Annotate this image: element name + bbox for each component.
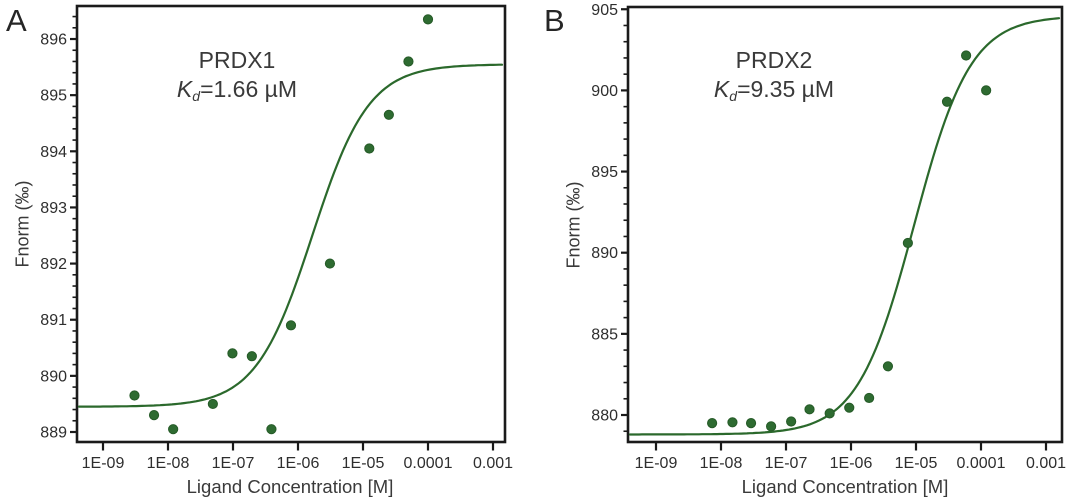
y-tick-label: 890 xyxy=(40,368,67,385)
data-point xyxy=(403,56,414,67)
panel-b-x-axis-title: Ligand Concentration [M] xyxy=(741,476,949,497)
data-point xyxy=(961,50,972,61)
y-tick-label: 889 xyxy=(40,425,67,442)
panel-a-x-axis-title: Ligand Concentration [M] xyxy=(186,476,394,497)
fit-curve xyxy=(77,63,504,408)
plot-box xyxy=(626,5,1064,444)
data-point xyxy=(364,143,375,154)
data-point xyxy=(766,421,777,432)
data-point xyxy=(864,392,875,404)
x-tick-label: 1E-07 xyxy=(765,455,808,472)
y-tick-label: 894 xyxy=(40,144,67,161)
x-tick-label: 1E-09 xyxy=(635,455,678,472)
y-tick-label: 905 xyxy=(591,2,618,19)
data-point xyxy=(707,418,718,429)
data-point xyxy=(168,424,179,435)
x-tick-label: 0.0001 xyxy=(404,455,453,472)
panel-a-annotation: PRDX1 Kd=1.66 µM xyxy=(177,47,297,108)
y-tick-label: 885 xyxy=(591,326,618,343)
x-tick-label: 1E-08 xyxy=(700,455,743,472)
panel-A-plot: 889 890 891 892 893 894 895 896 1E-09 1E-08 1E-07 1… xyxy=(40,4,513,472)
panel-b-annotation: PRDX2 Kd=9.35 µM xyxy=(714,47,834,108)
y-tick-label: 895 xyxy=(40,88,67,105)
data-point xyxy=(266,424,277,435)
x-tick-label: 1E-09 xyxy=(82,455,125,472)
x-tick-label: 1E-05 xyxy=(895,455,938,472)
y-tick-label: 892 xyxy=(40,256,67,273)
panel-b-protein-title: PRDX2 xyxy=(735,47,813,73)
data-point xyxy=(207,398,218,410)
plot-box xyxy=(75,4,507,444)
x-tick-label: 1E-06 xyxy=(830,455,873,472)
x-tick-label: 1E-05 xyxy=(342,455,385,472)
data-point xyxy=(941,96,953,107)
x-tick-label: 1E-08 xyxy=(147,455,190,472)
x-tick-label: 0.001 xyxy=(473,455,513,472)
x-tick-label: 1E-06 xyxy=(277,455,320,472)
panel-b-kd-label: Kd=9.35 µM xyxy=(713,76,835,104)
x-tick-label: 1E-07 xyxy=(212,455,255,472)
x-tick-label: 0.001 xyxy=(1026,455,1066,472)
fit-curve xyxy=(628,17,1061,436)
data-point xyxy=(786,416,797,427)
data-point xyxy=(727,417,738,428)
panel-a-letter: A xyxy=(6,3,27,38)
panel-a-kd-label: Kd=1.66 µM xyxy=(176,76,298,104)
data-point xyxy=(285,320,297,331)
data-point xyxy=(227,348,238,359)
data-point xyxy=(745,418,757,429)
data-point xyxy=(882,361,894,372)
y-tick-label: 896 xyxy=(40,32,67,49)
data-point xyxy=(246,351,257,362)
data-point xyxy=(981,85,992,96)
panel-b-letter: B xyxy=(544,3,565,38)
x-tick-label: 0.0001 xyxy=(957,455,1006,472)
y-tick-label: 880 xyxy=(591,408,618,425)
data-point xyxy=(844,402,855,413)
data-point xyxy=(383,109,394,120)
data-point xyxy=(824,408,835,419)
data-point xyxy=(148,410,160,421)
y-tick-label: 900 xyxy=(591,83,618,100)
data-point xyxy=(804,404,815,415)
y-tick-label: 893 xyxy=(40,200,67,217)
panel-B-plot: 880 885 890 895 900 905 1E-09 1E-08 1E-07 1E-06 1E… xyxy=(591,2,1066,472)
panel-a-protein-title: PRDX1 xyxy=(198,47,276,73)
y-tick-label: 890 xyxy=(591,245,618,262)
data-point xyxy=(422,14,434,25)
data-point xyxy=(324,258,336,269)
data-point xyxy=(902,237,913,249)
y-tick-label: 895 xyxy=(591,164,618,181)
data-point xyxy=(129,390,140,401)
y-tick-label: 891 xyxy=(40,312,67,329)
